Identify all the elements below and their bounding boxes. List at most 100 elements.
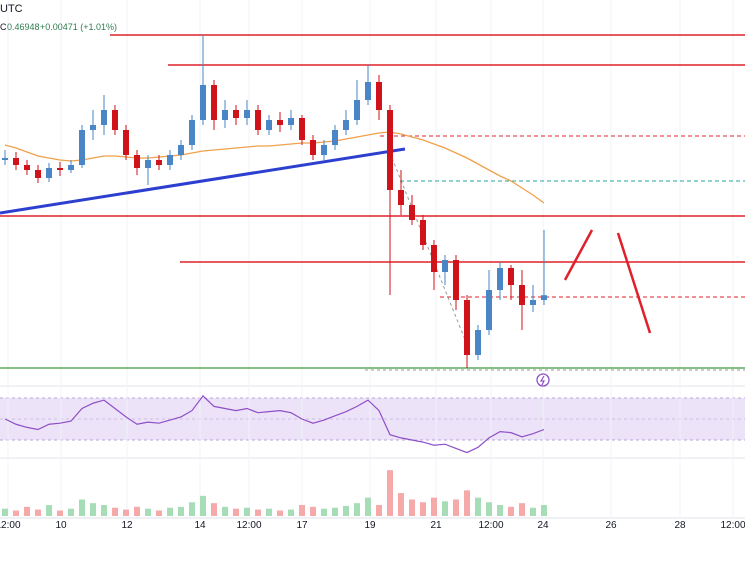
candle-body: [310, 140, 316, 155]
candle-body: [101, 110, 107, 125]
volume-bar: [453, 499, 459, 516]
candle-body: [332, 130, 338, 145]
candle-body: [13, 158, 19, 165]
volume-bar: [189, 502, 195, 516]
volume-bar: [35, 509, 41, 516]
candle-body: [2, 158, 8, 160]
volume-bar: [156, 510, 162, 516]
candle-body: [211, 85, 217, 120]
volume-bar: [376, 505, 382, 516]
projection-down: [616, 232, 652, 334]
volume-bar: [178, 506, 184, 516]
volume-bar: [332, 507, 338, 516]
projection-up: [563, 229, 594, 281]
candle-body: [46, 168, 52, 178]
candle-body: [90, 125, 96, 130]
volume-bar: [145, 508, 151, 516]
volume-bar: [299, 505, 305, 516]
volume-bar: [134, 506, 140, 516]
candle-body: [464, 300, 470, 355]
time-axis: 12:00 10 12 14 12:00 17 19 21 12:00 24 26 28 12:00: [0, 520, 745, 531]
volume-bar: [200, 495, 206, 516]
volume-bar: [222, 506, 228, 516]
candle-body: [530, 300, 536, 305]
volume-bar: [497, 505, 503, 516]
volume-bar: [79, 499, 85, 516]
candle-body: [365, 82, 371, 100]
volume-bar: [277, 510, 283, 516]
candle-body: [343, 120, 349, 130]
candle-body: [486, 290, 492, 330]
candle-body: [112, 110, 118, 130]
timezone: UTC: [0, 3, 23, 15]
moving-average: [4, 131, 545, 204]
candle-body: [233, 110, 239, 118]
rsi-pane: [4, 394, 545, 454]
volume-bar: [233, 508, 239, 516]
candle-body: [541, 295, 547, 300]
volume-bar: [288, 509, 294, 516]
volume-bar: [255, 509, 261, 516]
volume-bar: [57, 510, 63, 516]
candle-body: [123, 130, 129, 155]
x-tick-label: 12:00: [478, 520, 503, 531]
volume-bar: [24, 506, 30, 516]
candle-body: [189, 120, 195, 145]
candle-body: [321, 145, 327, 155]
event-icon[interactable]: [536, 373, 550, 387]
candle-body: [24, 165, 30, 170]
candle-body: [200, 85, 206, 120]
x-tick-label: 21: [430, 520, 442, 531]
candle-body: [475, 330, 481, 355]
volume-bar: [431, 497, 437, 516]
volume-bar: [68, 508, 74, 516]
volume-bar: [387, 470, 393, 516]
x-tick-label: 17: [296, 520, 308, 531]
x-tick-label: 12: [121, 520, 133, 531]
candles: [2, 35, 547, 368]
candle-body: [409, 205, 415, 220]
x-tick-label: 26: [605, 520, 617, 531]
x-tick-label: 19: [364, 520, 376, 531]
volume-bar: [112, 507, 118, 516]
candle-body: [387, 110, 393, 190]
volume-bar: [398, 493, 404, 516]
x-tick-label: 14: [194, 520, 206, 531]
trend-line: [0, 147, 406, 215]
candle-body: [398, 190, 404, 205]
candle-body: [453, 260, 459, 300]
candle-body: [156, 160, 162, 165]
volume-bar: [167, 507, 173, 516]
candle-body: [420, 220, 426, 245]
volume-bar: [442, 501, 448, 516]
candle-body: [134, 155, 140, 168]
volume-bar: [321, 508, 327, 516]
candle-body: [255, 110, 261, 130]
volume-bar: [486, 502, 492, 516]
candle-body: [431, 245, 437, 272]
candle-body: [266, 120, 272, 130]
volume-bar: [530, 507, 536, 516]
candle-body: [519, 285, 525, 305]
volume-pane: [2, 470, 547, 516]
candle-body: [299, 118, 305, 140]
candle-body: [288, 118, 294, 125]
volume-bar: [244, 507, 250, 516]
volume-bar: [343, 505, 349, 516]
x-tick-label: 12:00: [720, 520, 745, 531]
candle-body: [178, 145, 184, 155]
volume-bar: [519, 503, 525, 516]
volume-bar: [123, 509, 129, 516]
close-value: 0.46948: [7, 22, 40, 32]
candle-body: [277, 120, 283, 125]
candle-body: [508, 268, 514, 285]
candle-body: [68, 165, 74, 170]
volume-bar: [211, 503, 217, 516]
x-tick-label: 10: [55, 520, 67, 531]
volume-bar: [354, 503, 360, 516]
volume-bar: [508, 506, 514, 516]
candle-body: [79, 130, 85, 165]
candle-body: [57, 168, 63, 170]
